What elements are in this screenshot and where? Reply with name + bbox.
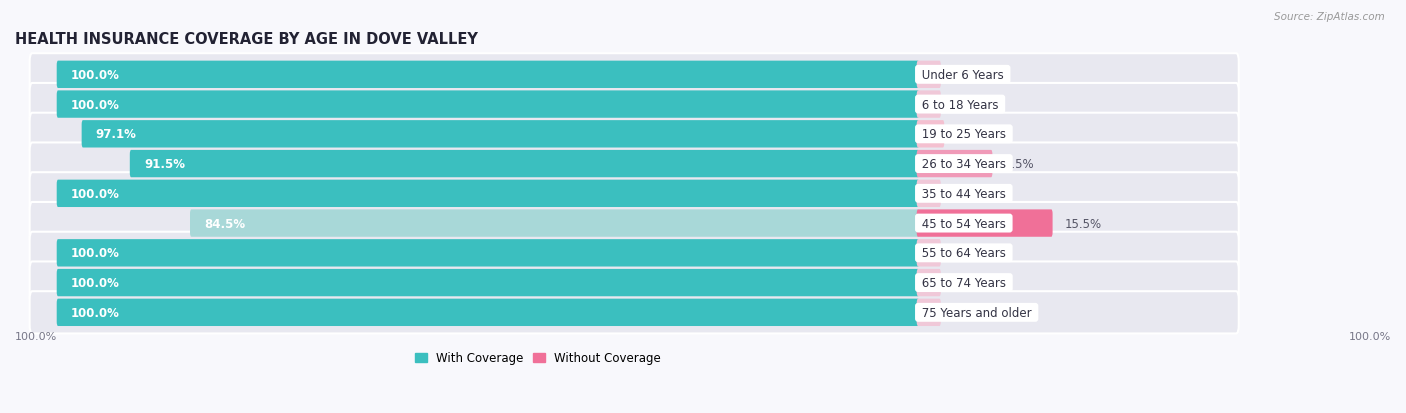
Text: 8.5%: 8.5% bbox=[1004, 158, 1033, 171]
FancyBboxPatch shape bbox=[917, 240, 941, 267]
Text: Under 6 Years: Under 6 Years bbox=[918, 69, 1008, 82]
Text: 15.5%: 15.5% bbox=[1064, 217, 1101, 230]
Text: 91.5%: 91.5% bbox=[143, 158, 186, 171]
Legend: With Coverage, Without Coverage: With Coverage, Without Coverage bbox=[411, 347, 665, 369]
FancyBboxPatch shape bbox=[917, 299, 941, 326]
Text: Source: ZipAtlas.com: Source: ZipAtlas.com bbox=[1274, 12, 1385, 22]
FancyBboxPatch shape bbox=[129, 150, 920, 178]
FancyBboxPatch shape bbox=[917, 121, 945, 148]
Text: 6 to 18 Years: 6 to 18 Years bbox=[918, 98, 1002, 111]
Text: 100.0%: 100.0% bbox=[70, 98, 120, 111]
Text: 100.0%: 100.0% bbox=[15, 331, 58, 341]
FancyBboxPatch shape bbox=[190, 210, 920, 237]
FancyBboxPatch shape bbox=[30, 232, 1239, 274]
Text: 100.0%: 100.0% bbox=[1348, 331, 1391, 341]
FancyBboxPatch shape bbox=[56, 240, 920, 267]
Text: 100.0%: 100.0% bbox=[70, 306, 120, 319]
FancyBboxPatch shape bbox=[917, 91, 941, 119]
FancyBboxPatch shape bbox=[82, 121, 920, 148]
FancyBboxPatch shape bbox=[56, 91, 920, 119]
FancyBboxPatch shape bbox=[30, 84, 1239, 126]
FancyBboxPatch shape bbox=[56, 62, 920, 89]
FancyBboxPatch shape bbox=[917, 210, 1053, 237]
Text: 0.0%: 0.0% bbox=[952, 306, 981, 319]
FancyBboxPatch shape bbox=[30, 292, 1239, 334]
Text: 75 Years and older: 75 Years and older bbox=[918, 306, 1035, 319]
Text: 65 to 74 Years: 65 to 74 Years bbox=[918, 276, 1010, 290]
FancyBboxPatch shape bbox=[917, 150, 993, 178]
FancyBboxPatch shape bbox=[917, 180, 941, 207]
FancyBboxPatch shape bbox=[56, 180, 920, 207]
FancyBboxPatch shape bbox=[56, 299, 920, 326]
Text: 84.5%: 84.5% bbox=[204, 217, 245, 230]
FancyBboxPatch shape bbox=[917, 62, 941, 89]
Text: 0.0%: 0.0% bbox=[952, 276, 981, 290]
Text: 45 to 54 Years: 45 to 54 Years bbox=[918, 217, 1010, 230]
Text: 55 to 64 Years: 55 to 64 Years bbox=[918, 247, 1010, 260]
Text: 0.0%: 0.0% bbox=[952, 247, 981, 260]
FancyBboxPatch shape bbox=[30, 114, 1239, 156]
Text: 2.9%: 2.9% bbox=[956, 128, 986, 141]
Text: 100.0%: 100.0% bbox=[70, 247, 120, 260]
Text: HEALTH INSURANCE COVERAGE BY AGE IN DOVE VALLEY: HEALTH INSURANCE COVERAGE BY AGE IN DOVE… bbox=[15, 32, 478, 47]
FancyBboxPatch shape bbox=[30, 262, 1239, 304]
FancyBboxPatch shape bbox=[56, 269, 920, 297]
Text: 35 to 44 Years: 35 to 44 Years bbox=[918, 188, 1010, 200]
Text: 97.1%: 97.1% bbox=[96, 128, 136, 141]
Text: 26 to 34 Years: 26 to 34 Years bbox=[918, 158, 1010, 171]
FancyBboxPatch shape bbox=[30, 143, 1239, 185]
Text: 0.0%: 0.0% bbox=[952, 188, 981, 200]
Text: 0.0%: 0.0% bbox=[952, 69, 981, 82]
FancyBboxPatch shape bbox=[917, 269, 941, 297]
Text: 100.0%: 100.0% bbox=[70, 188, 120, 200]
Text: 19 to 25 Years: 19 to 25 Years bbox=[918, 128, 1010, 141]
Text: 100.0%: 100.0% bbox=[70, 69, 120, 82]
Text: 0.0%: 0.0% bbox=[952, 98, 981, 111]
FancyBboxPatch shape bbox=[30, 173, 1239, 215]
FancyBboxPatch shape bbox=[30, 202, 1239, 244]
FancyBboxPatch shape bbox=[30, 54, 1239, 96]
Text: 100.0%: 100.0% bbox=[70, 276, 120, 290]
